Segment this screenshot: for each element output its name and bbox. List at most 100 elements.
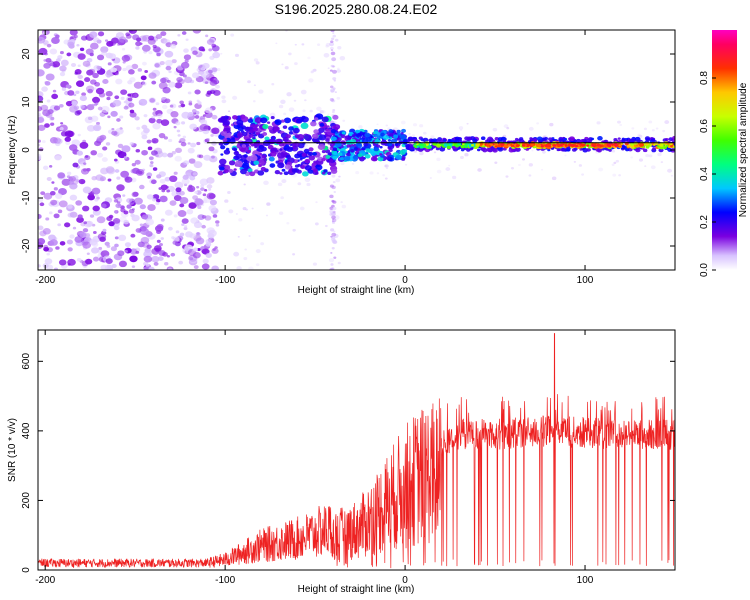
heatmap-cell — [320, 109, 326, 114]
heatmap-cell — [248, 266, 254, 270]
heatmap-cell — [286, 146, 294, 152]
heatmap-cell — [547, 148, 551, 152]
heatmap-cell — [278, 104, 284, 109]
heatmap-cell — [201, 224, 206, 229]
heatmap-cell — [309, 109, 313, 113]
heatmap-cell — [258, 164, 262, 168]
heatmap-cell — [227, 191, 231, 194]
heatmap-cell — [85, 48, 94, 55]
heatmap-cell — [447, 138, 452, 142]
heatmap-cell — [321, 158, 326, 162]
heatmap-cell — [143, 265, 152, 270]
heatmap-cell — [332, 69, 337, 74]
heatmap-cell — [114, 95, 120, 100]
heatmap-cell — [135, 41, 142, 47]
heatmap-cell — [333, 256, 337, 259]
heatmap-cell — [170, 103, 177, 109]
heatmap-cell — [129, 111, 137, 118]
heatmap-cell — [311, 69, 315, 73]
heatmap-cell — [401, 128, 406, 133]
heatmap-cell — [76, 216, 84, 223]
heatmap-cell — [167, 152, 174, 158]
heatmap-cell — [130, 233, 136, 238]
heatmap-cell — [205, 242, 212, 247]
heatmap-cell — [519, 137, 524, 141]
heatmap-cell — [121, 47, 126, 51]
heatmap-cell — [339, 133, 343, 136]
heatmap-cell — [564, 154, 567, 157]
heatmap-cell — [606, 143, 611, 147]
heatmap-cell — [241, 144, 247, 148]
heatmap-cell — [89, 31, 98, 38]
heatmap-cell — [244, 248, 247, 251]
heatmap-cell — [211, 67, 218, 73]
snr-y-tick-label: 0 — [21, 567, 32, 573]
heatmap-cell — [141, 214, 148, 220]
heatmap-cell — [312, 151, 318, 156]
heatmap-cell — [292, 127, 300, 134]
heatmap-cell — [506, 126, 510, 130]
heatmap-cell — [156, 118, 163, 124]
heatmap-cell — [292, 228, 296, 232]
heatmap-cell — [304, 143, 308, 147]
heatmap-cell — [518, 163, 521, 167]
heatmap-cell — [243, 159, 248, 163]
heatmap-cell — [586, 138, 593, 144]
heatmap-cell — [204, 189, 208, 192]
heatmap-cell — [329, 42, 335, 47]
heatmap-cell — [102, 228, 107, 232]
heatmap-cell — [129, 109, 135, 114]
heatmap-cell — [265, 214, 269, 217]
heatmap-cell — [232, 115, 238, 120]
heatmap-cell — [370, 156, 378, 162]
heatmap-cell — [407, 136, 413, 141]
heatmap-cell — [398, 140, 404, 145]
heatmap-cell — [252, 150, 260, 157]
heatmap-cell — [399, 134, 407, 140]
heatmap-cell — [330, 129, 336, 134]
heatmap-cell — [59, 103, 64, 108]
heatmap-cell — [590, 137, 595, 141]
heatmap-cell — [153, 261, 159, 266]
heatmap-cell — [327, 67, 330, 69]
heatmap-cell — [638, 158, 644, 162]
heatmap-cell — [132, 93, 138, 98]
heatmap-cell — [180, 61, 190, 69]
heatmap-cell — [82, 186, 92, 194]
heatmap-cell — [660, 161, 664, 164]
heatmap-cell — [125, 32, 131, 37]
heatmap-cell — [242, 131, 248, 137]
heatmap-cell — [96, 39, 102, 44]
heatmap-cell — [662, 138, 668, 142]
heatmap-cell — [515, 144, 520, 148]
heatmap-cell — [128, 69, 135, 75]
heatmap-cell — [393, 134, 399, 139]
heatmap-cell — [220, 145, 226, 150]
heatmap-cell — [411, 134, 416, 137]
snr-y-tick-label: 600 — [21, 353, 32, 370]
heatmap-cell — [408, 132, 411, 135]
heatmap-cell — [461, 142, 465, 146]
heatmap-cell — [629, 142, 634, 146]
heatmap-cell — [45, 217, 50, 221]
heatmap-cell — [175, 187, 182, 193]
heatmap-cell — [313, 117, 319, 121]
heatmap-cell — [189, 257, 194, 261]
heatmap-cell — [542, 150, 546, 154]
heatmap-cell — [196, 141, 201, 146]
heatmap-cell — [38, 112, 41, 117]
heatmap-cell — [136, 37, 142, 42]
heatmap-cell — [74, 71, 78, 75]
heatmap-cell — [202, 193, 207, 197]
heatmap-cell — [596, 121, 601, 125]
heatmap-cell — [141, 134, 148, 140]
heatmap-cell — [91, 187, 101, 195]
heatmap-cell — [74, 236, 83, 243]
heatmap-cell — [146, 244, 152, 249]
snr-x-label: Height of straight line (km) — [298, 584, 415, 595]
heatmap-cell — [119, 115, 124, 119]
heatmap-cell — [147, 175, 151, 179]
heatmap-cell — [281, 168, 286, 172]
heatmap-cell — [330, 64, 334, 68]
